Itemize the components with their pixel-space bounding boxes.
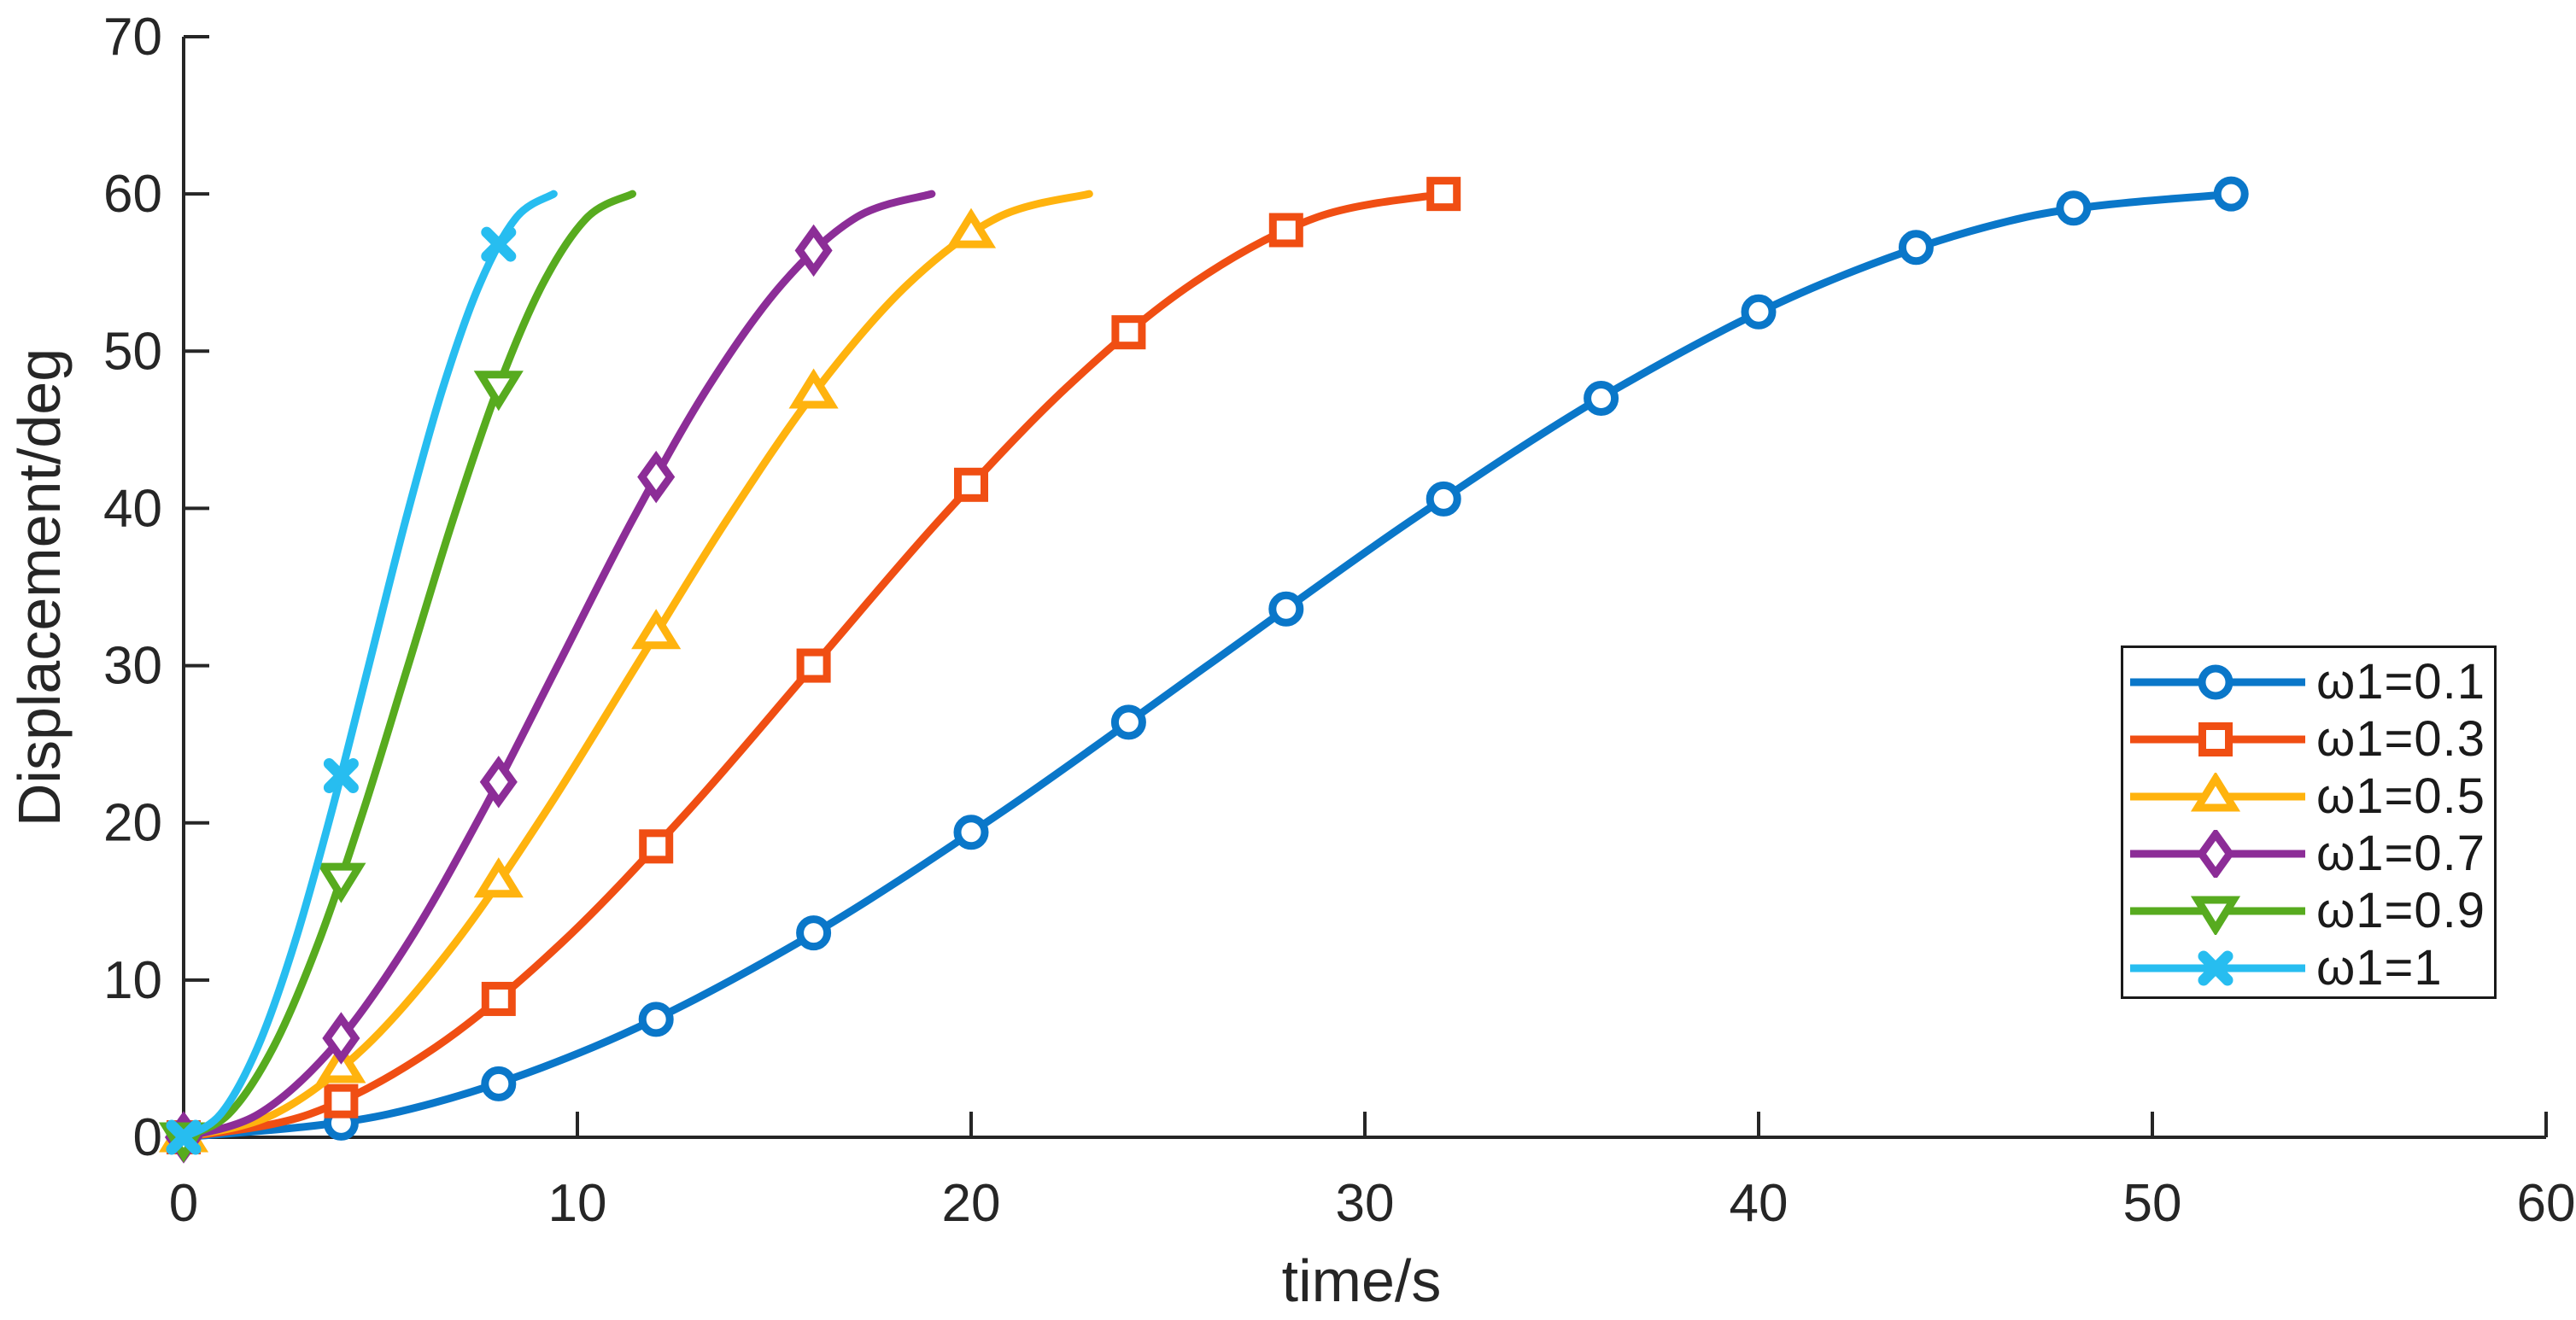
series-5 bbox=[166, 190, 558, 1155]
legend-circle-marker-icon bbox=[2130, 664, 2305, 699]
series-curve-0 bbox=[179, 190, 2235, 1142]
triangle-down-marker-icon bbox=[2190, 896, 2241, 935]
x-tick-label: 30 bbox=[1336, 1174, 1395, 1233]
legend-item-label: ω1=1 bbox=[2316, 940, 2443, 996]
series-0-marker bbox=[1110, 704, 1146, 740]
series-0-marker bbox=[2056, 190, 2092, 226]
series-1-marker bbox=[481, 981, 516, 1016]
series-4-marker bbox=[316, 862, 366, 903]
series-curve-5 bbox=[179, 190, 558, 1142]
series-3-marker bbox=[794, 224, 833, 277]
legend: ω1=0.1 ω1=0.3 ω1=0.5 ω1=0.7 ω1=0.9 ω1=1 bbox=[2121, 645, 2497, 999]
legend-item-4[interactable]: ω1=0.9 bbox=[2123, 882, 2494, 939]
legend-x-marker-icon bbox=[2130, 950, 2305, 985]
x-tick-label: 60 bbox=[2517, 1174, 2576, 1233]
legend-item-label: ω1=0.3 bbox=[2316, 711, 2486, 767]
series-1-marker bbox=[1268, 213, 1303, 248]
series-2-marker bbox=[473, 857, 524, 898]
series-1-marker bbox=[1111, 315, 1146, 350]
series-0-marker bbox=[1268, 591, 1304, 627]
series-1 bbox=[167, 177, 1461, 1154]
legend-item-3[interactable]: ω1=0.7 bbox=[2123, 825, 2494, 882]
series-5-marker bbox=[481, 226, 517, 262]
legend-triangle-up-marker-icon bbox=[2130, 772, 2305, 811]
series-0-marker bbox=[2213, 176, 2249, 212]
series-curve-2 bbox=[179, 190, 1093, 1142]
triangle-up-marker-icon bbox=[2190, 772, 2241, 811]
square-marker-icon bbox=[2198, 721, 2233, 756]
series-1-marker bbox=[324, 1083, 359, 1118]
legend-item-label: ω1=0.7 bbox=[2316, 826, 2486, 881]
series-1-marker bbox=[796, 648, 831, 683]
diamond-marker-icon bbox=[2196, 829, 2235, 878]
series-0-marker bbox=[1426, 481, 1461, 517]
series-2-marker bbox=[946, 207, 997, 248]
y-tick-label: 60 bbox=[103, 165, 162, 224]
legend-item-1[interactable]: ω1=0.3 bbox=[2123, 710, 2494, 768]
series-2-marker bbox=[316, 1043, 366, 1083]
series-0-marker bbox=[796, 915, 832, 951]
series-3-marker bbox=[637, 450, 676, 504]
series-2-marker bbox=[788, 368, 839, 409]
legend-square-marker-icon bbox=[2130, 721, 2305, 756]
y-tick-label: 40 bbox=[103, 479, 162, 538]
x-tick-label: 50 bbox=[2123, 1174, 2182, 1233]
x-marker-icon bbox=[2198, 950, 2234, 985]
legend-item-label: ω1=0.9 bbox=[2316, 883, 2486, 938]
series-0-marker bbox=[1741, 294, 1777, 330]
series-3-marker bbox=[479, 756, 518, 809]
series-0-marker bbox=[953, 815, 989, 850]
y-tick-label: 30 bbox=[103, 637, 162, 696]
x-tick-label: 10 bbox=[548, 1174, 607, 1233]
legend-item-2[interactable]: ω1=0.5 bbox=[2123, 768, 2494, 825]
series-0-marker bbox=[1898, 230, 1934, 266]
series-5-marker bbox=[166, 1119, 202, 1155]
legend-triangle-down-marker-icon bbox=[2130, 896, 2305, 935]
series-1-marker bbox=[1426, 177, 1461, 212]
series-curve-4 bbox=[179, 190, 636, 1142]
x-tick-label: 0 bbox=[169, 1174, 198, 1233]
y-axis-label: Displacement/deg bbox=[6, 348, 73, 827]
y-tick-label: 20 bbox=[103, 794, 162, 853]
series-5-marker bbox=[323, 757, 359, 793]
series-2-marker bbox=[631, 609, 682, 650]
x-axis-label: time/s bbox=[1281, 1247, 1442, 1314]
y-tick-label: 50 bbox=[103, 322, 162, 381]
legend-item-0[interactable]: ω1=0.1 bbox=[2123, 653, 2494, 710]
series-1-marker bbox=[954, 467, 988, 502]
series-0-marker bbox=[481, 1066, 517, 1101]
legend-item-label: ω1=0.5 bbox=[2316, 768, 2486, 824]
legend-diamond-marker-icon bbox=[2130, 829, 2305, 878]
series-4-marker bbox=[473, 371, 524, 412]
legend-item-label: ω1=0.1 bbox=[2316, 654, 2486, 710]
series-3 bbox=[164, 190, 936, 1164]
series-1-marker bbox=[639, 829, 674, 864]
x-tick-label: 20 bbox=[942, 1174, 1001, 1233]
series-0-marker bbox=[1584, 381, 1619, 417]
x-tick-label: 40 bbox=[1730, 1174, 1789, 1233]
legend-item-5[interactable]: ω1=1 bbox=[2123, 939, 2494, 996]
y-tick-label: 70 bbox=[103, 8, 162, 67]
y-tick-label: 10 bbox=[103, 951, 162, 1010]
series-3-marker bbox=[322, 1012, 360, 1065]
series-2 bbox=[158, 190, 1093, 1153]
circle-marker-icon bbox=[2198, 664, 2234, 699]
y-tick-label: 0 bbox=[133, 1108, 162, 1167]
series-0 bbox=[166, 176, 2249, 1155]
series-0-marker bbox=[638, 1002, 674, 1037]
